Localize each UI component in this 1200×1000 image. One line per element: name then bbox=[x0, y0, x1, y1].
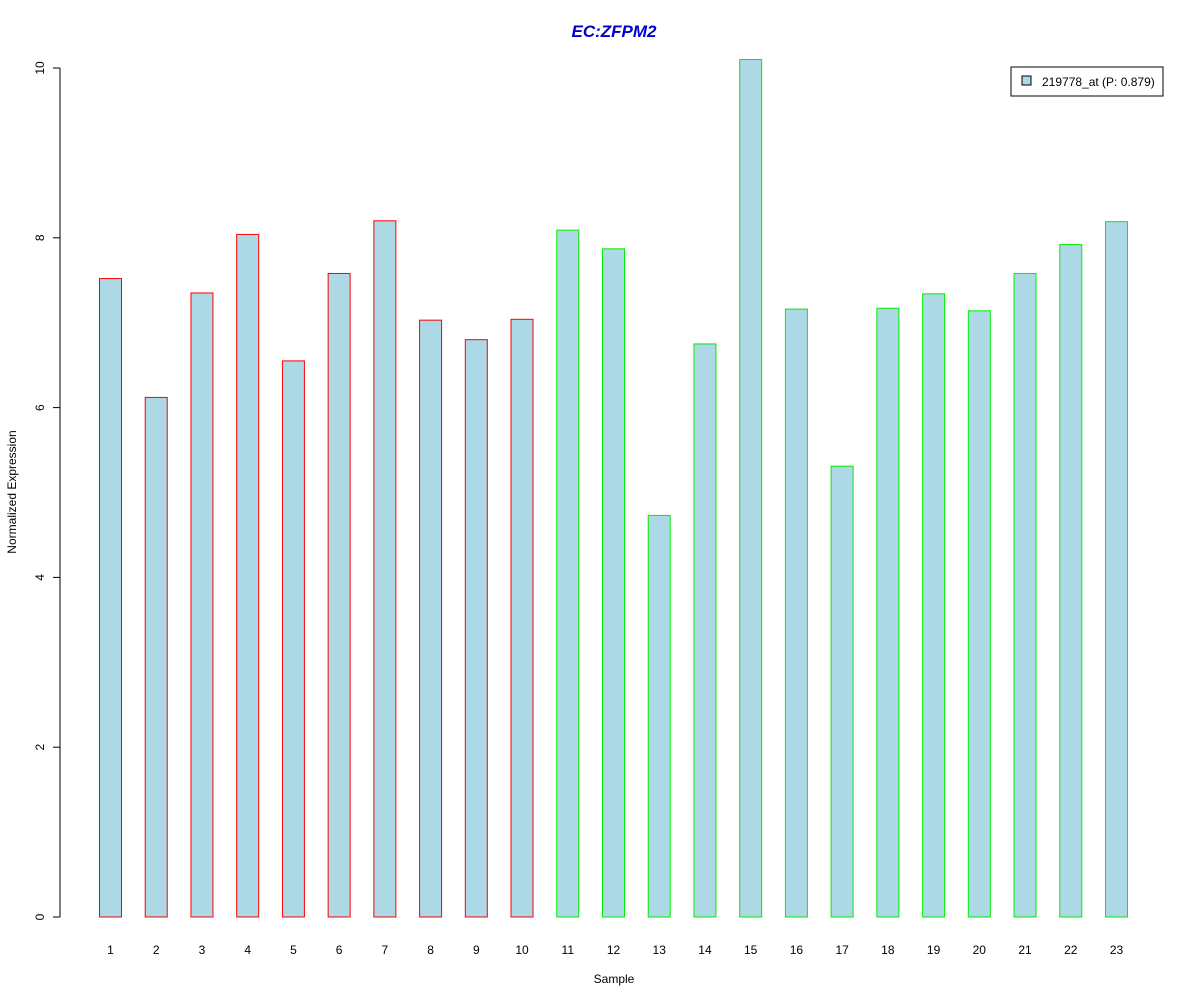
bar-sample-22 bbox=[1059, 244, 1083, 918]
y-tick-label: 0 bbox=[33, 913, 47, 920]
bar-sample-21 bbox=[1013, 272, 1037, 918]
x-tick-label: 5 bbox=[290, 943, 297, 957]
legend-entry: 219778_at (P: 0.879) bbox=[1042, 75, 1155, 89]
x-tick-label: 18 bbox=[881, 943, 895, 957]
y-tick-label: 4 bbox=[33, 574, 47, 581]
x-tick-label: 7 bbox=[382, 943, 389, 957]
y-axis-label: Normalized Expression bbox=[5, 430, 19, 553]
x-tick-label: 17 bbox=[835, 943, 849, 957]
bar-sample-16 bbox=[784, 308, 808, 918]
bar-sample-11 bbox=[556, 229, 580, 918]
bar-sample-5 bbox=[281, 360, 305, 918]
bar-sample-14 bbox=[693, 343, 717, 918]
x-tick-label: 13 bbox=[653, 943, 667, 957]
x-tick-label: 4 bbox=[244, 943, 251, 957]
x-tick-label: 10 bbox=[515, 943, 529, 957]
bar-sample-18 bbox=[876, 307, 900, 918]
y-tick-label: 2 bbox=[33, 744, 47, 751]
legend: 219778_at (P: 0.879) bbox=[1010, 66, 1164, 97]
bar-sample-10 bbox=[510, 318, 534, 918]
y-tick-label: 10 bbox=[33, 61, 47, 75]
bar-sample-15 bbox=[739, 59, 763, 918]
x-tick-label: 8 bbox=[427, 943, 434, 957]
bar-sample-7 bbox=[373, 220, 397, 918]
bar-sample-9 bbox=[464, 339, 488, 918]
x-tick-label: 6 bbox=[336, 943, 343, 957]
bar-sample-1 bbox=[99, 278, 122, 918]
x-tick-label: 1 bbox=[107, 943, 114, 957]
x-tick-label: 16 bbox=[790, 943, 804, 957]
x-tick-label: 14 bbox=[698, 943, 712, 957]
x-tick-labels: 1 2 3 4 5 6 7 8 9 10 11 12 13 14 15 16 17 18 19 20 21 22 23 bbox=[107, 943, 1123, 957]
bar-sample-4 bbox=[236, 233, 260, 918]
y-tick-label: 8 bbox=[33, 234, 47, 241]
y-tick-label: 6 bbox=[33, 404, 47, 411]
y-axis: 0 2 4 6 8 10 bbox=[33, 61, 61, 920]
bars bbox=[99, 59, 1128, 918]
bar-sample-17 bbox=[830, 465, 854, 918]
x-tick-label: 22 bbox=[1064, 943, 1078, 957]
x-tick-label: 3 bbox=[199, 943, 206, 957]
x-tick-label: 2 bbox=[153, 943, 160, 957]
x-axis-label: Sample bbox=[594, 972, 635, 986]
bar-sample-13 bbox=[647, 514, 671, 918]
x-tick-label: 19 bbox=[927, 943, 941, 957]
x-tick-label: 11 bbox=[562, 943, 575, 957]
legend-box bbox=[1010, 66, 1164, 97]
chart-title: EC:ZFPM2 bbox=[572, 22, 658, 41]
legend-swatch bbox=[1021, 75, 1032, 86]
bar-sample-2 bbox=[144, 396, 168, 918]
bar-sample-12 bbox=[602, 248, 625, 918]
bar-sample-20 bbox=[967, 310, 991, 918]
x-tick-label: 21 bbox=[1018, 943, 1032, 957]
bar-sample-19 bbox=[922, 293, 946, 918]
x-tick-label: 23 bbox=[1110, 943, 1124, 957]
bar-sample-8 bbox=[419, 319, 443, 918]
x-tick-label: 9 bbox=[473, 943, 480, 957]
bar-sample-23 bbox=[1105, 221, 1128, 918]
x-tick-label: 12 bbox=[607, 943, 621, 957]
bar-sample-6 bbox=[327, 272, 351, 918]
bar-sample-3 bbox=[190, 292, 214, 918]
x-tick-label: 20 bbox=[973, 943, 987, 957]
x-tick-label: 15 bbox=[744, 943, 758, 957]
